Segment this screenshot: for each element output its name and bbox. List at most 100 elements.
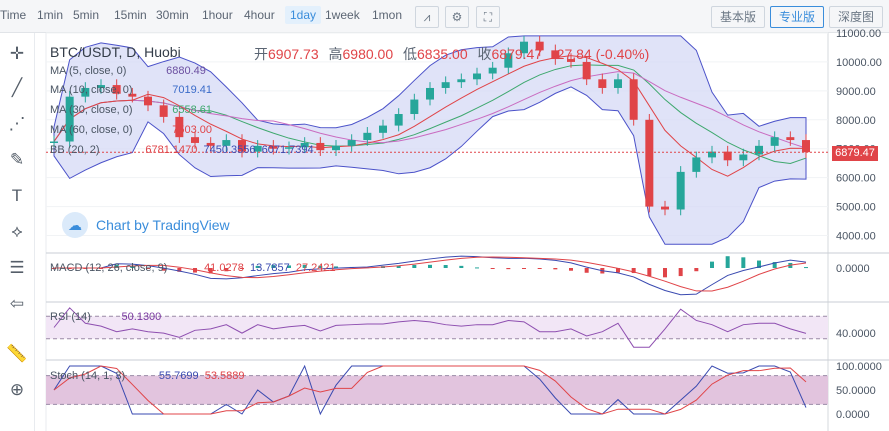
candle-body [567,59,575,62]
macd-histogram-bar [804,267,808,269]
fullscreen-icon[interactable]: ⛶ [476,6,500,28]
high-label: 高 [328,46,343,62]
tf-1week[interactable]: 1week [325,8,360,22]
legend-ma60[interactable]: MA (60, close, 0) 7503.00 [50,124,212,136]
settings-icon[interactable]: ⚙ [445,6,469,28]
tf-15min[interactable]: 15min [114,8,147,22]
legend-bb[interactable]: BB (20, 2) 6781.1470 7450.3556 6071.7394 [50,144,314,156]
stoch-v2: 53.5889 [204,370,245,382]
macd-histogram-bar [678,268,683,277]
ma30-label: MA (30, close, 0) [50,104,133,116]
candle-body [379,125,387,133]
legend-macd[interactable]: MACD (12, 26, close, 9) 41.0278 13.7857 … [50,262,336,274]
candle-body [661,206,669,210]
macd-histogram-bar [522,268,526,269]
macd-histogram-bar [146,268,150,269]
ruler-icon[interactable]: 📏 [6,344,28,363]
brush-icon[interactable]: ✎ [9,150,25,169]
price-tick-label: 5000.00 [836,202,876,214]
legend-stoch[interactable]: Stoch (14, 1, 3) 55.7699 53.5889 [50,370,245,382]
pattern-icon[interactable]: ⟡ [11,222,23,241]
last-price-label: 6879.47 [832,146,878,161]
candle-body [81,87,90,97]
tf-time[interactable]: Time [0,8,27,22]
candle-body [786,137,795,141]
bb-mid-value: 6781.1470 [145,144,198,156]
channel-icon[interactable]: ⋰ [8,114,26,133]
open-value: 6907.73 [268,46,319,62]
price-tick-label: 8000.00 [836,115,876,127]
change-value: -27.84 (-0.40%) [552,46,650,62]
tf-1day[interactable]: 1day [285,6,322,24]
rsi-band [46,316,828,339]
candle-body [473,73,481,80]
macd-histogram-bar [663,268,667,278]
macd-histogram-bar [537,268,542,269]
candle-body [253,145,262,152]
candle-body [332,145,340,151]
tf-1hour[interactable]: 1hour [202,8,233,22]
candle-body [457,79,466,83]
macd-histogram-bar [114,264,119,268]
fib-icon[interactable]: ☰ [9,258,25,277]
candle-body [159,105,168,117]
high-value: 6980.00 [342,46,394,62]
tf-1mon[interactable]: 1mon [372,8,403,22]
stoch-band [46,375,828,405]
tf-4hour[interactable]: 4hour [244,8,275,22]
macd-histogram-bar [193,268,197,273]
macd-histogram-bar [287,265,291,268]
view-basic-button[interactable]: 基本版 [711,6,766,28]
candle-body [206,142,215,146]
price-tick-label: 9000.00 [836,86,876,98]
view-pro-button[interactable]: 专业版 [770,6,825,28]
candle-body [739,154,748,161]
price-tick-label: 10000.00 [836,57,882,69]
candle-body [410,99,419,115]
trendline-icon[interactable]: ╱ [11,78,23,97]
timeframe-toolbar: Time 1min 5min 15min 30min 1hour 4hour 1… [0,0,889,33]
candle-body [285,147,293,149]
candle-body [614,79,622,88]
macd-histogram-bar [443,265,448,268]
view-depth-button[interactable]: 深度图 [829,6,884,28]
macd-histogram-bar [208,268,213,274]
candle-body [128,93,137,97]
macd-line [54,255,807,296]
symbol-title: BTC/USDT, D, Huobi [50,44,181,60]
candle-body [770,137,779,146]
tf-30min[interactable]: 30min [156,8,189,22]
candle-body [363,132,372,141]
text-icon[interactable]: T [11,186,23,205]
macd-histogram-bar [741,257,746,268]
candle-body [144,96,152,106]
macd-histogram-bar [412,264,417,268]
indicator-icon[interactable]: ⩘ [415,6,439,28]
bb-upper-value: 7450.3556 [203,144,256,156]
legend-ma30[interactable]: MA (30, close, 0) 6558.61 [50,104,212,116]
legend-rsi[interactable]: RSI (14) 50.1300 [50,311,161,323]
legend-ma5[interactable]: MA (5, close, 0) 6880.49 [50,65,206,77]
macd-histogram-bar [757,260,761,268]
ma60-value: 7503.00 [172,124,213,136]
candle-body [582,61,591,80]
macd-histogram-bar [130,266,135,268]
candle-body [535,41,544,51]
macd-histogram-bar [772,262,777,268]
zoom-icon[interactable]: ⊕ [9,380,25,399]
tf-1min[interactable]: 1min [37,8,64,22]
macd-histogram-bar [694,268,699,272]
crosshair-icon[interactable]: ✛ [9,44,25,63]
price-tick-label: 4000.00 [836,231,876,243]
candle-body [97,85,105,88]
low-label: 低 [403,46,417,62]
candle-body [723,151,732,161]
ma10-value: 7019.41 [172,84,213,96]
legend-ma10[interactable]: MA (10, close, 0) 7019.41 [50,84,212,96]
macd-histogram-bar [553,268,558,270]
arrow-icon[interactable]: ⇦ [9,294,25,313]
macd-histogram-bar [302,264,307,268]
candle-body [629,79,638,120]
tf-5min[interactable]: 5min [73,8,100,22]
